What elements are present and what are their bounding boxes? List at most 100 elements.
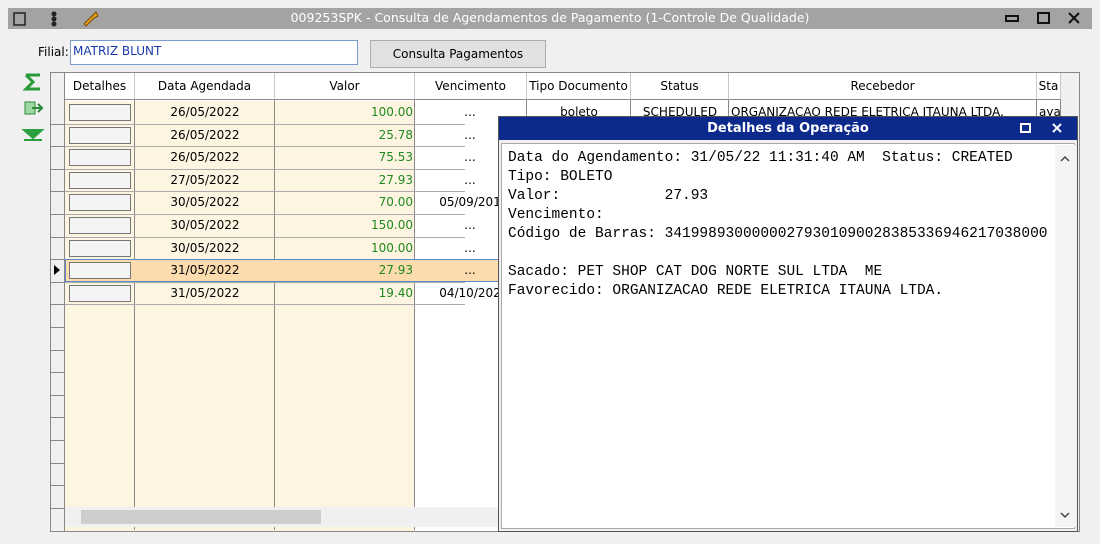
row-separator [51, 372, 65, 374]
details-button[interactable] [69, 239, 131, 257]
row-separator [51, 168, 65, 170]
row-separator [51, 394, 65, 396]
details-button[interactable] [69, 171, 131, 189]
type-cell: boleto [560, 105, 598, 119]
row-line [65, 214, 465, 215]
column-header[interactable]: Vencimento [415, 73, 527, 100]
column-header[interactable]: Data Agendada [135, 73, 275, 100]
due-date-cell: ... [464, 127, 476, 142]
value-cell: 27.93 [378, 172, 413, 187]
detail-line: Sacado: PET SHOP CAT DOG NORTE SUL LTDA … [508, 264, 883, 280]
row-separator [51, 417, 65, 419]
indicator-column [51, 73, 65, 531]
window-title: 009253SPK - Consulta de Agendamentos de … [290, 10, 810, 25]
title-bar [8, 8, 1092, 29]
row-separator [51, 214, 65, 215]
row-separator [51, 485, 65, 487]
row-line [65, 304, 465, 306]
column-line [414, 100, 415, 530]
value-cell: 100.00 [371, 105, 413, 119]
status-cell: SCHEDULED [642, 105, 718, 119]
value-cell: 100.00 [371, 240, 413, 255]
date-cell: 26/05/2022 [170, 150, 240, 165]
date-cell: 31/05/2022 [170, 285, 240, 300]
detail-line: Valor: 27.93 [508, 188, 709, 204]
row-separator [51, 259, 65, 261]
column-header[interactable]: Tipo Documento [527, 73, 631, 100]
row-separator [51, 281, 65, 283]
details-button[interactable] [69, 284, 131, 302]
detail-line: Código de Barras: 3419989300000027930109… [508, 226, 1048, 242]
dialog-title: Detalhes da Operação [707, 121, 869, 136]
value-cell: 27.93 [378, 263, 413, 278]
row-separator [51, 123, 65, 125]
title-icons [13, 11, 1080, 27]
maximize-button[interactable] [1020, 123, 1031, 133]
row-line [65, 281, 465, 283]
column-header[interactable]: Status [631, 73, 729, 100]
row-separator [51, 191, 65, 193]
column-line [274, 100, 275, 530]
date-cell: 30/05/2022 [170, 195, 240, 210]
date-cell: 26/05/2022 [170, 127, 240, 142]
detail-line: Favorecido: ORGANIZACAO REDE ELETRICA IT… [508, 283, 944, 299]
date-cell: 30/05/2022 [170, 218, 240, 232]
row-separator [51, 507, 65, 509]
row-line [65, 146, 465, 148]
filter-input[interactable]: MATRIZ BLUNT [70, 40, 358, 65]
receiver-cell: ORGANIZACAO REDE ELETRICA ITAUNA LTDA. [731, 105, 1004, 119]
column-header[interactable]: Sta [1037, 73, 1061, 100]
scroll-thumb[interactable] [81, 510, 321, 524]
detail-line: Vencimento: [508, 207, 604, 223]
row-separator [51, 462, 65, 464]
due-date-cell: ... [464, 172, 476, 187]
value-cell: 70.00 [378, 195, 413, 210]
dialog-title-bar [499, 117, 1077, 140]
dialog-text-area: Data do Agendamento: 31/05/22 11:31:40 A… [501, 143, 1075, 529]
value-cell: 25.78 [378, 127, 413, 142]
date-cell: 27/05/2022 [170, 172, 240, 187]
filter-icon[interactable] [21, 129, 45, 141]
close-button[interactable] [1052, 123, 1062, 133]
due-date-cell: ... [464, 150, 476, 165]
due-date-cell: 04/10/202 [439, 285, 501, 300]
detail-line: Data do Agendamento: 31/05/22 11:31:40 A… [508, 150, 1013, 166]
row-separator [51, 146, 65, 148]
due-date-cell: ... [464, 240, 476, 255]
detail-line: Tipo: BOLETO [508, 169, 613, 185]
details-button[interactable] [69, 104, 131, 121]
value-cell: 75.53 [378, 150, 413, 165]
column-header[interactable]: Recebedor [729, 73, 1037, 100]
details-button[interactable] [69, 217, 131, 234]
details-button[interactable] [69, 194, 131, 212]
row-separator [51, 304, 65, 306]
side-toolbar [21, 73, 45, 141]
search-button[interactable]: Consulta Pagamentos [370, 40, 546, 68]
row-indicator [54, 265, 60, 276]
dialog-scrollbar [1055, 145, 1075, 527]
row-line [65, 168, 465, 170]
date-cell: 31/05/2022 [170, 263, 240, 278]
filter-label: Filial: [38, 45, 69, 59]
due-date-cell: ... [464, 263, 476, 278]
date-cell: 30/05/2022 [170, 240, 240, 255]
column-line [134, 100, 135, 530]
column-header[interactable]: Valor [275, 73, 415, 100]
date-cell: 26/05/2022 [170, 105, 240, 119]
details-dialog: Detalhes da Operação Data do Agendamento… [498, 116, 1078, 532]
row-separator [51, 236, 65, 238]
row-line [65, 236, 465, 238]
column-header[interactable]: Detalhes [65, 73, 135, 100]
dialog-controls [1020, 123, 1062, 133]
details-button[interactable] [69, 126, 131, 144]
value-cell: 150.00 [371, 218, 413, 232]
details-button[interactable] [69, 149, 131, 167]
value-cell: 19.40 [378, 285, 413, 300]
due-date-cell: ... [464, 105, 476, 119]
row-line [65, 123, 465, 125]
details-button[interactable] [69, 262, 131, 280]
due-date-cell: ... [464, 218, 476, 232]
sum-icon[interactable] [22, 73, 40, 91]
